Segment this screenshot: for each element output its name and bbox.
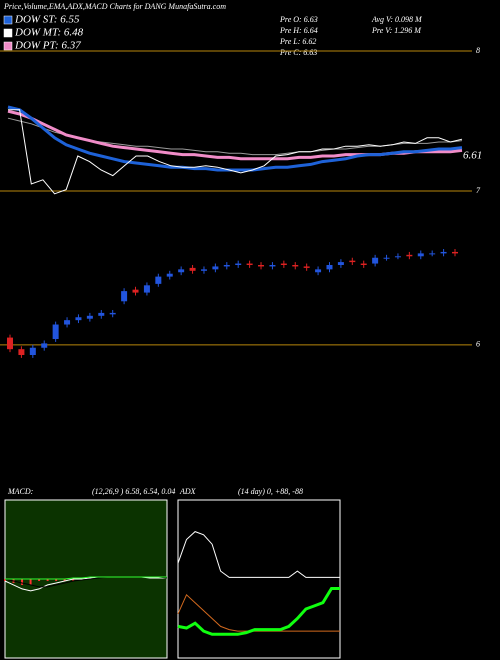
candle-body xyxy=(452,251,458,254)
info-text: Pre L: 6.62 xyxy=(279,37,316,46)
candle-body xyxy=(429,253,436,255)
candle-body xyxy=(349,260,356,263)
candle-body xyxy=(303,266,310,268)
candle-body xyxy=(372,257,379,264)
candle-body xyxy=(98,312,105,316)
candle-body xyxy=(143,285,150,293)
candle-body xyxy=(280,263,287,265)
candle-body xyxy=(86,315,93,319)
candle-body xyxy=(121,291,128,302)
legend-swatch xyxy=(3,15,13,25)
candle-body xyxy=(52,324,59,340)
candle-body xyxy=(235,263,242,265)
info-text: Pre O: 6.63 xyxy=(279,15,318,24)
series-line xyxy=(5,576,167,580)
macd-title: MACD: xyxy=(7,487,34,496)
candle-body xyxy=(189,267,196,271)
panel xyxy=(177,499,341,659)
candle-body xyxy=(200,269,207,271)
candle-body xyxy=(18,349,25,355)
y-tick-label: 6 xyxy=(476,340,480,349)
candle-body xyxy=(292,265,299,267)
legend-label: DOW PT: 6.37 xyxy=(14,40,81,52)
candle-body xyxy=(132,289,139,293)
candle-body xyxy=(417,253,424,257)
series-line xyxy=(177,531,340,578)
candle-body xyxy=(155,276,162,284)
candle-body xyxy=(29,347,36,355)
candle-body xyxy=(258,265,265,267)
page-title: Price,Volume,EMA,ADX,MACD Charts for DAN… xyxy=(3,2,226,11)
candle-body xyxy=(75,317,82,321)
legend-swatch xyxy=(3,41,13,51)
info-text: Pre V: 1.296 M xyxy=(371,26,422,35)
candle-body xyxy=(223,265,230,267)
candle-body xyxy=(406,254,413,257)
candle-body xyxy=(440,251,447,254)
last-price-label: 6.61 xyxy=(463,150,482,162)
series-line xyxy=(7,105,463,172)
series-line xyxy=(177,587,340,636)
candle-body xyxy=(212,266,219,270)
info-text: Pre C: 6.63 xyxy=(279,48,317,57)
macd-params: (12,26,9 ) 6.58, 6.54, 0.04 xyxy=(92,487,175,496)
info-text: Avg V: 0.098 M xyxy=(371,15,423,24)
candle-body xyxy=(41,343,48,348)
candle-body xyxy=(7,337,13,350)
candle-body xyxy=(166,273,173,277)
candle-body xyxy=(315,269,322,273)
series-line xyxy=(8,109,463,195)
y-tick-label: 8 xyxy=(476,46,480,55)
legend-swatch xyxy=(3,28,13,38)
candle-body xyxy=(64,320,71,325)
candle-body xyxy=(326,265,333,270)
adx-title: ADX xyxy=(179,487,197,496)
y-tick-label: 7 xyxy=(476,186,481,195)
candle-body xyxy=(269,265,276,267)
candle-body xyxy=(178,269,185,273)
candle-body xyxy=(394,256,401,258)
info-text: Pre H: 6.64 xyxy=(279,26,318,35)
candle-body xyxy=(337,262,344,265)
candle-body xyxy=(360,263,367,265)
adx-params: (14 day) 0, +88, -88 xyxy=(238,487,303,496)
candle-body xyxy=(246,263,253,265)
legend-label: DOW MT: 6.48 xyxy=(14,27,84,39)
candle-body xyxy=(383,257,390,259)
legend-label: DOW ST: 6.55 xyxy=(14,14,80,26)
candle-body xyxy=(109,312,116,315)
